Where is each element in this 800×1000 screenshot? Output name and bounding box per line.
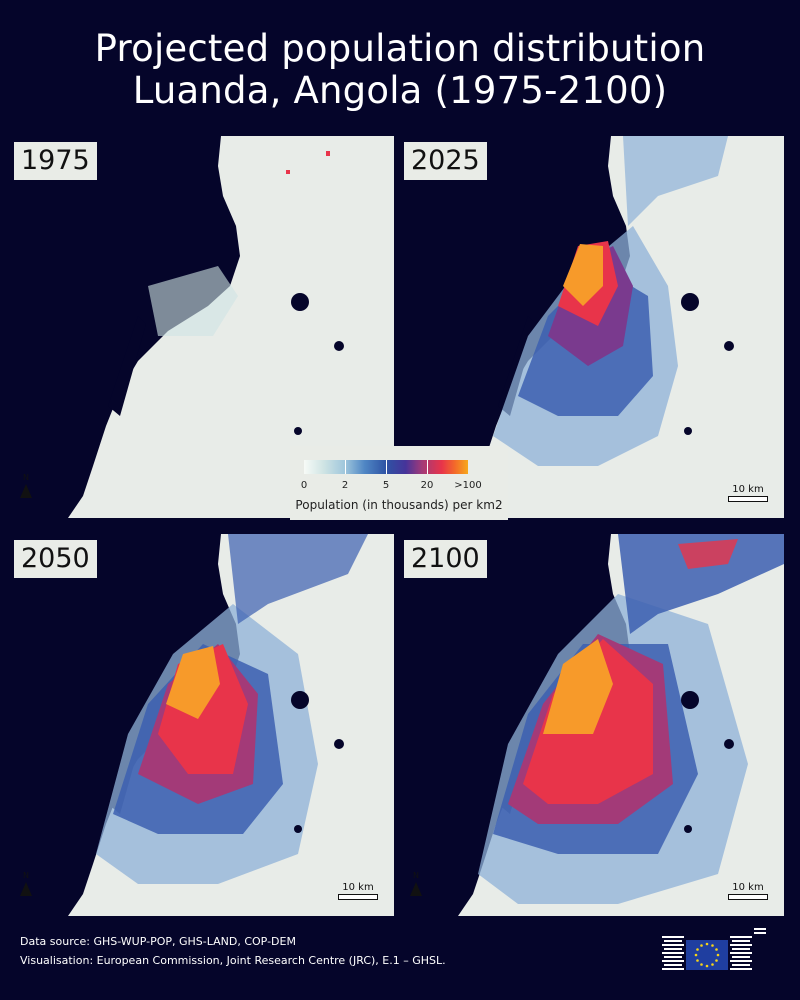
visualisation-credit-text: Visualisation: European Commission, Join… <box>20 954 446 967</box>
year-label: 2100 <box>404 540 487 578</box>
legend-tick <box>345 460 346 474</box>
north-letter: N <box>413 871 419 880</box>
map-panel-1975: 1975 N <box>8 136 394 518</box>
scale-bar-label: 10 km <box>732 484 764 495</box>
map-panel-2050: 2050 N 10 km <box>8 534 394 916</box>
legend-tick <box>427 460 428 474</box>
year-label: 2025 <box>404 142 487 180</box>
north-arrow: N <box>408 871 424 896</box>
scale-bar: 10 km <box>728 883 768 900</box>
title-line-1: Projected population distribution <box>94 27 706 70</box>
north-arrow-icon <box>20 484 32 498</box>
north-letter: N <box>23 871 29 880</box>
map-panel-2100: 2100 N 10 km <box>398 534 784 916</box>
map-canvas-1975 <box>8 136 394 518</box>
european-commission-logo <box>662 928 766 970</box>
map-canvas-2050 <box>8 534 394 916</box>
legend-tick-label: 20 <box>420 480 434 491</box>
north-letter: N <box>23 473 29 482</box>
footer: Data source: GHS-WUP-POP, GHS-LAND, COP-… <box>20 932 446 970</box>
north-arrow-icon <box>20 882 32 896</box>
north-arrow-icon <box>410 882 422 896</box>
legend-tick-label: 0 <box>300 480 308 491</box>
map-canvas-2100 <box>398 534 784 916</box>
year-label: 2050 <box>14 540 97 578</box>
scale-bar-graphic <box>728 496 768 502</box>
north-arrow: N <box>18 871 34 896</box>
year-label: 1975 <box>14 142 97 180</box>
map-title: Projected population distribution Luanda… <box>0 28 800 112</box>
scale-bar-graphic <box>338 894 378 900</box>
scale-bar-graphic <box>728 894 768 900</box>
legend: 0 2 5 20 >100 Population (in thousands) … <box>290 446 508 520</box>
legend-tick-label: >100 <box>454 480 482 491</box>
legend-tick-label: 5 <box>382 480 390 491</box>
legend-tick <box>386 460 387 474</box>
legend-title: Population (in thousands) per km2 <box>295 498 503 512</box>
legend-tick-label: 2 <box>341 480 349 491</box>
scale-bar: 10 km <box>728 485 768 502</box>
data-source-text: Data source: GHS-WUP-POP, GHS-LAND, COP-… <box>20 935 296 948</box>
scale-bar-label: 10 km <box>342 882 374 893</box>
scale-bar-label: 10 km <box>732 882 764 893</box>
north-arrow: N <box>18 473 34 498</box>
title-line-2: Luanda, Angola (1975-2100) <box>132 69 668 112</box>
scale-bar: 10 km <box>338 883 378 900</box>
